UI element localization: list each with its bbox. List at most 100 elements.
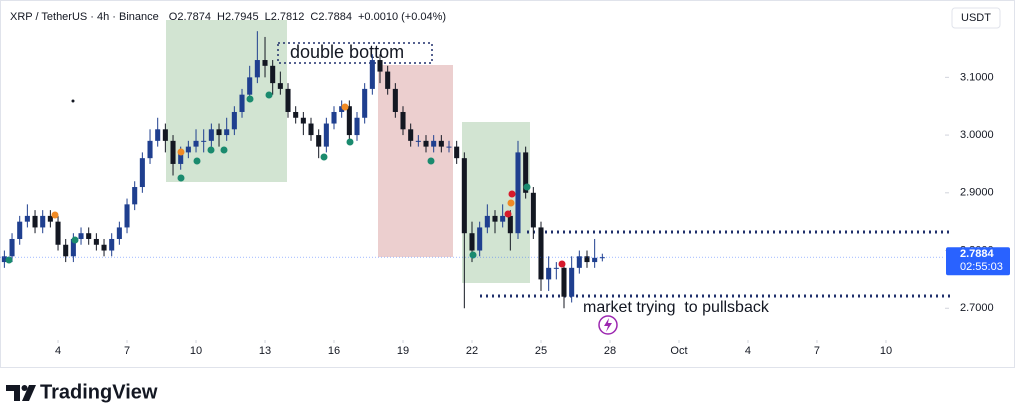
candle-body <box>469 233 475 251</box>
candle-body <box>362 88 368 118</box>
candle-body <box>523 152 529 193</box>
x-tick-label: 16 <box>328 345 340 357</box>
candle-body <box>308 123 314 136</box>
candle-body <box>515 152 521 234</box>
candle-body <box>400 111 406 130</box>
candle-body <box>446 146 452 148</box>
candle-body <box>24 215 30 222</box>
legend-header: XRP / TetherUS · 4h · Binance O2.7874 H2… <box>10 11 446 23</box>
candle-body <box>208 129 214 141</box>
candle-body <box>377 60 383 72</box>
candle-body <box>201 140 207 142</box>
candle-body <box>40 215 46 228</box>
candle-body <box>86 233 92 239</box>
annotation: double bottom <box>290 42 404 62</box>
x-tick-label: 25 <box>535 345 547 357</box>
last-price-box <box>946 247 1010 276</box>
candle-body <box>9 238 15 257</box>
annotation: market trying to pullsback <box>583 299 770 316</box>
signal-dot <box>71 236 79 244</box>
ohlc-label: H <box>217 11 225 23</box>
y-tick-label: 2.9000 <box>960 187 994 199</box>
candle-body <box>32 215 38 228</box>
candle-body <box>415 140 421 142</box>
candle-body <box>162 129 168 141</box>
change: +0.0010 (+0.04%) <box>358 11 447 23</box>
x-tick-label: 4 <box>55 345 61 357</box>
candle-body <box>300 117 306 124</box>
candle-body <box>346 106 352 136</box>
candle-body <box>155 129 161 141</box>
candle-body <box>178 152 184 164</box>
currency: USDT <box>961 12 991 24</box>
signal-dot <box>177 148 185 156</box>
candles <box>1 31 605 309</box>
ohlc: L2.7812 <box>265 11 305 23</box>
x-tick-label: 4 <box>745 345 751 357</box>
ohlc-value: 2.7945 <box>224 11 259 23</box>
event-icon <box>598 315 618 335</box>
candle-body <box>55 221 61 245</box>
candle-body <box>93 238 99 245</box>
candle-body <box>78 233 84 239</box>
candle-body <box>109 238 115 251</box>
ohlc-value: 2.7884 <box>318 11 352 23</box>
candle-body <box>561 267 567 297</box>
candle-body <box>262 60 268 66</box>
ohlc-label: O <box>168 11 178 23</box>
candle-body <box>124 204 130 228</box>
x-tick-label: Oct <box>670 345 687 357</box>
candle-body <box>484 215 490 228</box>
signal-dot <box>320 153 328 161</box>
candle-body <box>423 140 429 147</box>
x-tick-label: 7 <box>124 345 130 357</box>
signal-dot <box>504 210 512 218</box>
candle-body <box>431 140 437 147</box>
candle-body <box>392 88 398 112</box>
signal-dot <box>246 95 254 103</box>
x-tick-label: 19 <box>397 345 409 357</box>
signal-dot <box>427 157 435 165</box>
signal-dot <box>51 211 59 219</box>
candle-body <box>239 94 245 112</box>
event-bolt <box>604 318 612 332</box>
brand-name: TradingView <box>40 381 158 403</box>
candle-body <box>139 158 145 188</box>
zone-box <box>166 20 287 182</box>
signal-dot <box>341 103 349 111</box>
candle-body <box>277 83 283 89</box>
candle-body <box>247 77 253 95</box>
x-tick-label: 28 <box>604 345 616 357</box>
candle-body <box>254 60 260 78</box>
annotation-box <box>277 42 433 64</box>
candle-body <box>408 129 414 141</box>
candle-body <box>477 227 483 251</box>
y-tick-label: 2.7000 <box>960 302 994 314</box>
candle-body <box>63 244 69 257</box>
candle-body <box>584 256 590 263</box>
chart: double bottom market trying to pullsback… <box>0 0 1015 368</box>
countdown: 02:55:03 <box>960 261 1003 273</box>
signal-dot <box>220 146 228 154</box>
candle-body <box>285 88 291 112</box>
candle-body <box>331 111 337 124</box>
candle-body <box>323 123 329 147</box>
logo-part <box>21 385 28 391</box>
footer: TradingView <box>6 381 158 403</box>
ohlc-label: L <box>264 11 271 23</box>
candle-body <box>500 215 506 222</box>
candle-body <box>569 267 575 297</box>
candle-body <box>224 129 230 136</box>
candle-body <box>116 227 122 239</box>
candle-body <box>530 192 536 228</box>
signal-dot <box>346 138 354 146</box>
candle-body <box>216 129 222 136</box>
signal-dot <box>507 199 515 207</box>
signal-dot <box>523 183 531 191</box>
symbol: XRP / TetherUS · 4h · Binance <box>10 11 159 23</box>
x-tick-label: 22 <box>466 345 478 357</box>
candle-body <box>147 140 153 159</box>
candle-body <box>231 111 237 130</box>
y-tick-label: 3.1000 <box>960 71 994 83</box>
